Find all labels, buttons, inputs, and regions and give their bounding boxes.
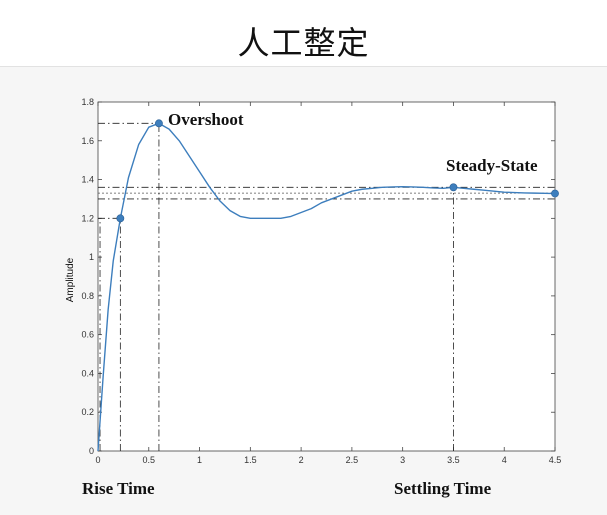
chart-axes: 0 0.5 1 1.5 2 2.5 3 3.5 4 4.5 0 0.2 0.4 0.6 0.8 1 1.2 1.4…: [81, 97, 561, 465]
marker-group: [116, 119, 559, 223]
x-tick-label: 0: [95, 455, 100, 465]
x-tick-label: 1.5: [244, 455, 257, 465]
x-tick-label: 0.5: [143, 455, 156, 465]
data-marker: [116, 214, 125, 223]
y-tick-label: 0.6: [81, 330, 94, 340]
y-tick-label: 1.8: [81, 97, 94, 107]
x-tick-label: 2.5: [346, 455, 359, 465]
annotation-overshoot: Overshoot: [168, 110, 244, 129]
data-marker: [551, 189, 559, 198]
slide-title: 人工整定: [237, 24, 370, 62]
x-tick-label: 4.5: [549, 455, 562, 465]
label-group: Amplitude Overshoot Steady-State Rise Ti…: [65, 110, 538, 498]
y-tick-label: 1.4: [81, 175, 94, 185]
y-tick-label: 1.6: [81, 136, 94, 146]
y-tick-label: 0: [89, 446, 94, 456]
y-axis-label: Amplitude: [65, 257, 76, 302]
annotation-steady-state: Steady-State: [446, 156, 538, 175]
annotation-rise-time: Rise Time: [82, 479, 155, 498]
y-tick-label: 0.4: [81, 368, 94, 378]
y-tick-label: 1: [89, 252, 94, 262]
y-tick-label: 0.2: [81, 407, 94, 417]
data-marker: [449, 183, 458, 192]
x-tick-label: 2: [299, 455, 304, 465]
x-tick-label: 4: [502, 455, 507, 465]
plot-area: [97, 101, 556, 452]
data-marker: [155, 119, 163, 128]
y-tick-label: 1.2: [81, 213, 94, 223]
y-tick-label: 0.8: [81, 291, 94, 301]
x-tick-label: 3: [400, 455, 405, 465]
slide-title-band: 人工整定: [0, 0, 607, 67]
x-tick-label: 3.5: [447, 455, 460, 465]
reference-lines: [98, 122, 555, 451]
x-tick-label: 1: [197, 455, 202, 465]
annotation-settling-time: Settling Time: [394, 479, 492, 498]
